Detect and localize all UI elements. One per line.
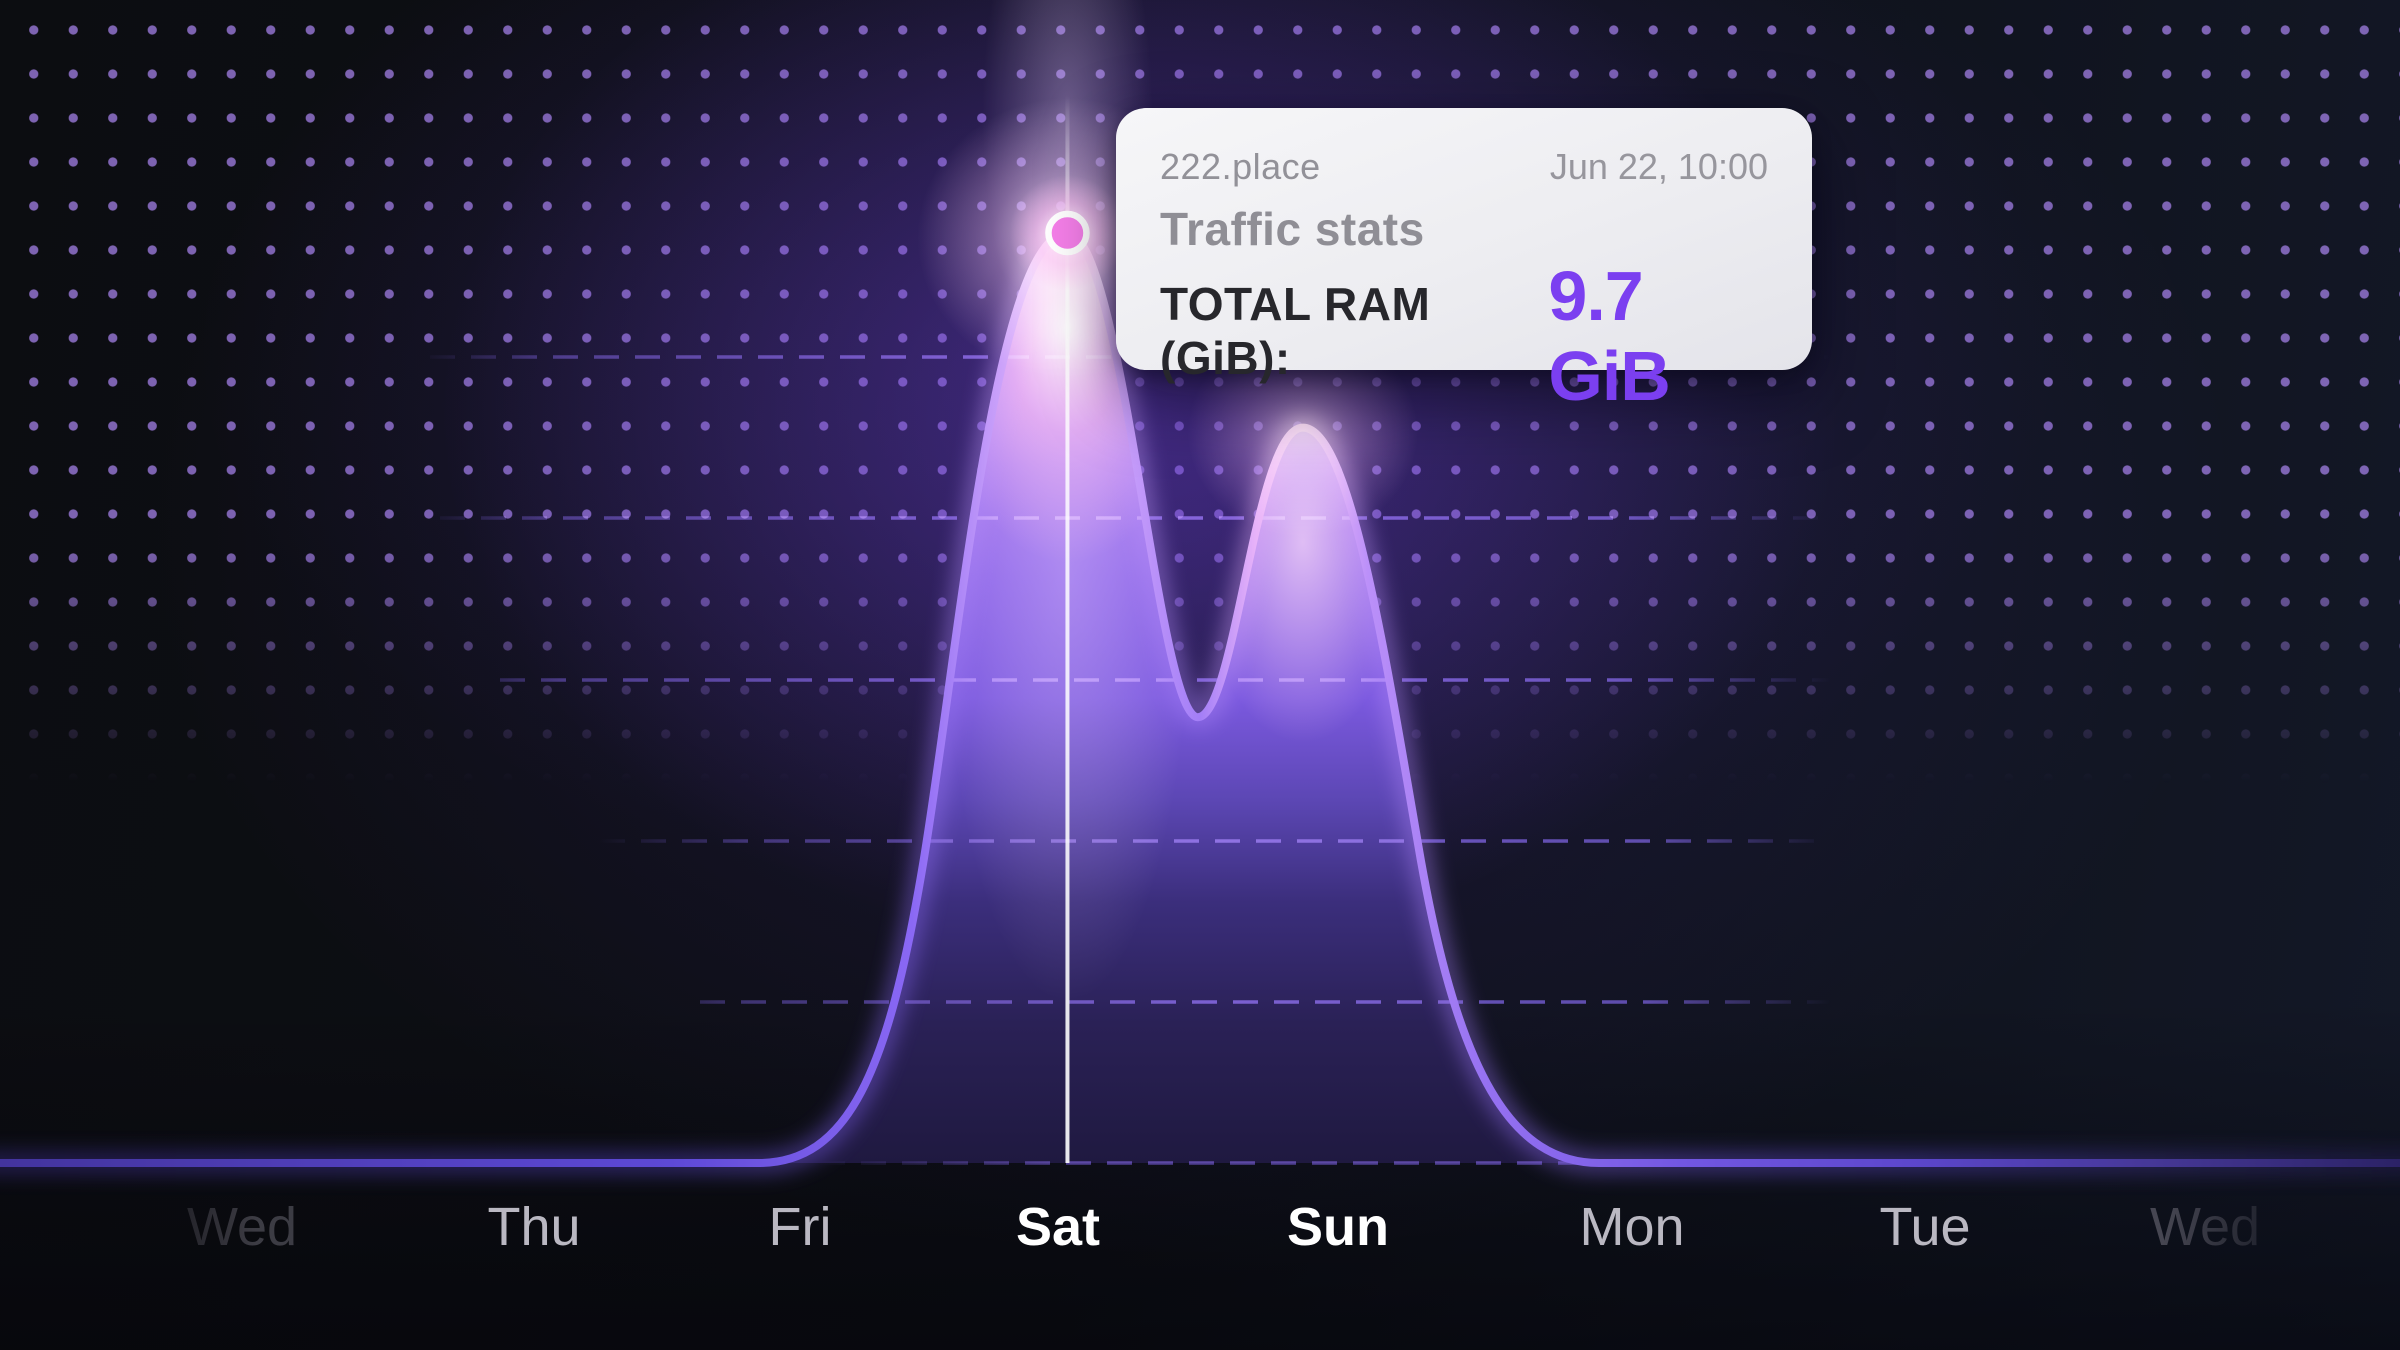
tooltip-metric-label: TOTAL RAM (GiB):	[1160, 278, 1431, 384]
sun-peak-halo	[1187, 327, 1418, 538]
axis-label-sun[interactable]: Sun	[1287, 1197, 1389, 1257]
axis-label-tue[interactable]: Tue	[1879, 1197, 1971, 1257]
tooltip-datetime: Jun 22, 10:00	[1549, 146, 1768, 187]
area-fill	[0, 233, 2400, 1163]
tooltip-card: 222.place Jun 22, 10:00 Traffic stats TO…	[1116, 108, 1812, 415]
tooltip-title: Traffic stats	[1160, 203, 1425, 255]
tooltip-metric-value: 9.7 GiB	[1548, 257, 1670, 415]
axis-label-mon[interactable]: Mon	[1579, 1197, 1685, 1257]
tooltip-site: 222.place	[1160, 146, 1321, 187]
data-point-marker[interactable]	[1045, 210, 1090, 256]
axis-label-thu[interactable]: Thu	[487, 1197, 581, 1257]
axis-label-wed-left[interactable]: Wed	[186, 1197, 298, 1257]
axis-label-sat[interactable]: Sat	[1015, 1197, 1101, 1257]
axis-label-fri[interactable]: Fri	[768, 1197, 832, 1257]
axis-label-wed-right[interactable]: Wed	[2149, 1197, 2261, 1257]
curve-line	[0, 229, 2400, 1167]
